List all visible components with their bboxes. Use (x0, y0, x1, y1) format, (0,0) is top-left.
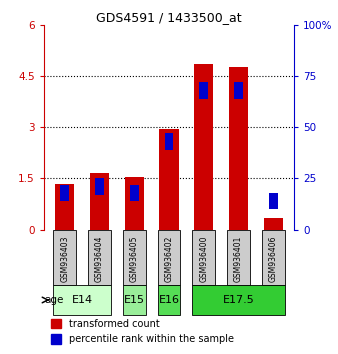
Bar (123, 230, 146, 285)
Bar (194, 64, 213, 230)
Bar (234, 82, 243, 98)
Text: GSM936401: GSM936401 (234, 236, 243, 282)
Text: GSM936406: GSM936406 (269, 236, 278, 282)
Bar (165, 133, 173, 150)
Bar (51, 319, 62, 329)
Bar (264, 218, 283, 230)
Bar (88, 230, 111, 285)
Text: transformed count: transformed count (69, 319, 160, 329)
Bar (55, 183, 74, 230)
Text: percentile rank within the sample: percentile rank within the sample (69, 334, 234, 344)
Bar (90, 173, 109, 230)
Text: GSM936404: GSM936404 (95, 236, 104, 282)
Bar (125, 177, 144, 230)
Bar (227, 230, 250, 285)
Bar (229, 68, 248, 230)
Text: age: age (45, 295, 64, 305)
Text: GSM936402: GSM936402 (165, 236, 173, 282)
Text: GSM936400: GSM936400 (199, 236, 208, 282)
Title: GDS4591 / 1433500_at: GDS4591 / 1433500_at (96, 11, 242, 24)
Text: E16: E16 (159, 295, 179, 305)
Text: E15: E15 (124, 295, 145, 305)
Bar (269, 193, 277, 209)
Bar (61, 184, 69, 201)
Bar (199, 82, 208, 98)
Bar (123, 285, 146, 315)
Text: GSM936405: GSM936405 (130, 236, 139, 282)
Text: GSM936403: GSM936403 (60, 236, 69, 282)
Bar (160, 129, 178, 230)
Bar (53, 285, 111, 315)
Bar (95, 178, 104, 195)
Bar (130, 184, 139, 201)
Bar (158, 230, 180, 285)
Bar (53, 230, 76, 285)
Bar (192, 285, 285, 315)
Bar (51, 334, 62, 344)
Bar (262, 230, 285, 285)
Bar (192, 230, 215, 285)
Text: E17.5: E17.5 (223, 295, 255, 305)
Text: E14: E14 (72, 295, 93, 305)
Bar (158, 285, 180, 315)
